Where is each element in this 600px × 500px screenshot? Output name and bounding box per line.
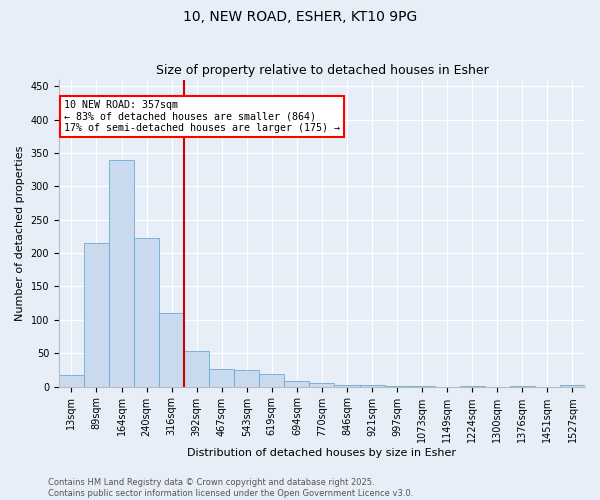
Bar	[209, 369, 234, 386]
Bar	[310, 384, 334, 386]
Bar	[259, 374, 284, 386]
Bar	[184, 351, 209, 386]
Bar	[84, 243, 109, 386]
Text: Contains HM Land Registry data © Crown copyright and database right 2025.
Contai: Contains HM Land Registry data © Crown c…	[48, 478, 413, 498]
Bar	[284, 382, 310, 386]
Bar	[560, 384, 585, 386]
Bar	[59, 376, 84, 386]
Text: 10, NEW ROAD, ESHER, KT10 9PG: 10, NEW ROAD, ESHER, KT10 9PG	[183, 10, 417, 24]
Bar	[134, 238, 159, 386]
Y-axis label: Number of detached properties: Number of detached properties	[15, 146, 25, 321]
Title: Size of property relative to detached houses in Esher: Size of property relative to detached ho…	[155, 64, 488, 77]
Bar	[159, 313, 184, 386]
Bar	[234, 370, 259, 386]
Bar	[334, 384, 359, 386]
Text: 10 NEW ROAD: 357sqm
← 83% of detached houses are smaller (864)
17% of semi-detac: 10 NEW ROAD: 357sqm ← 83% of detached ho…	[64, 100, 340, 132]
Bar	[109, 160, 134, 386]
X-axis label: Distribution of detached houses by size in Esher: Distribution of detached houses by size …	[187, 448, 457, 458]
